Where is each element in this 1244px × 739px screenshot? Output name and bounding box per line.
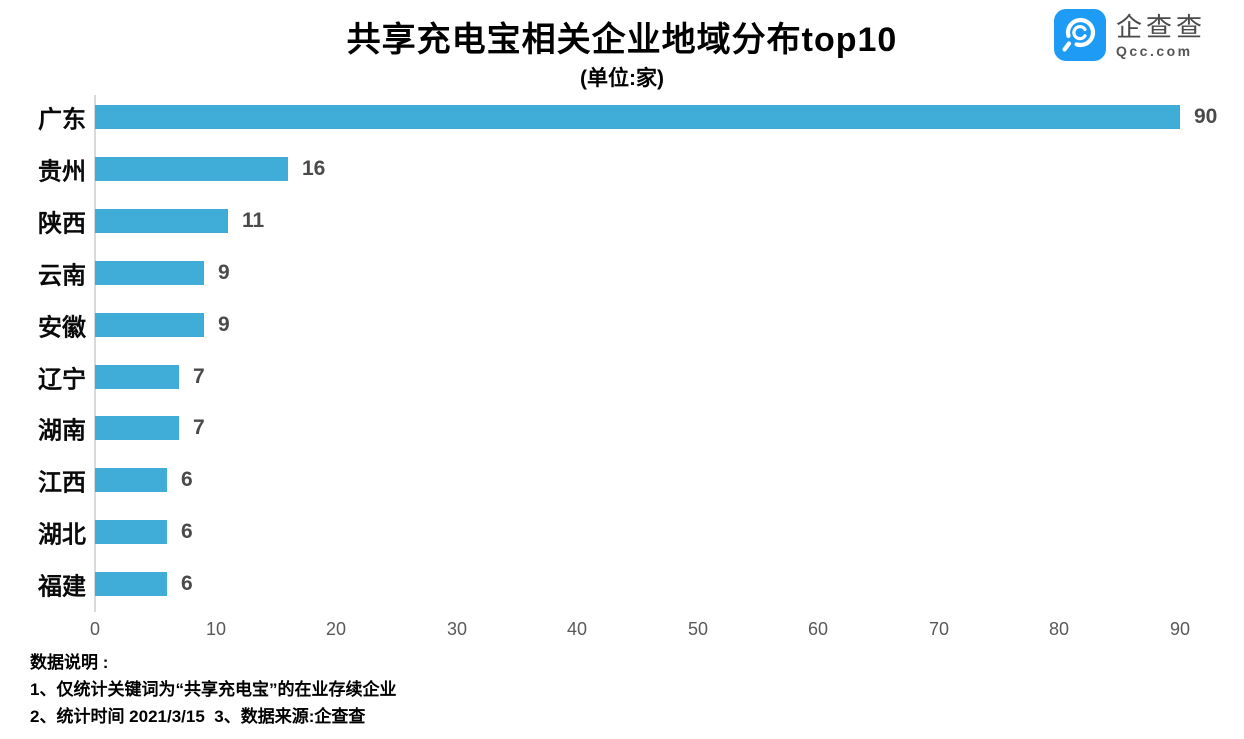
bar-row: 福建 6 (0, 558, 1244, 610)
qcc-logo: 企查查 Qcc.com (1053, 9, 1206, 61)
x-tick-label: 80 (1048, 619, 1070, 639)
x-tick-label: 90 (1169, 619, 1191, 639)
bar-row: 云南 9 (0, 247, 1244, 299)
y-axis-line (94, 95, 96, 612)
qcc-logo-domain: Qcc.com (1115, 42, 1193, 59)
x-tick-label: 40 (566, 619, 588, 639)
value-label: 6 (181, 468, 193, 491)
category-label: 云南 (38, 262, 86, 290)
x-tick-label: 70 (928, 619, 950, 639)
qcc-magnifier-icon (1053, 9, 1106, 61)
x-tick-label: 10 (205, 619, 227, 639)
x-tick-label: 60 (807, 619, 829, 639)
bar-row: 广东 90 (0, 91, 1244, 143)
bar-row: 湖南 7 (0, 402, 1244, 454)
value-label: 9 (218, 313, 230, 336)
footer-line: 1、仅统计关键词为“共享充电宝”的在业存续企业 (30, 680, 397, 699)
bar-row: 贵州 16 (0, 143, 1244, 195)
plot-area: 广东 90 贵州 16 陕西 11 云南 9 安徽 9 辽宁 7 湖南 7 江西 6 湖北 6 福建 6 (0, 91, 1244, 615)
footer-line: 2、统计时间 2021/3/15 3、数据来源:企查查 (30, 707, 366, 726)
value-label: 7 (193, 365, 205, 388)
x-tick-label: 50 (687, 619, 709, 639)
bar (95, 572, 167, 596)
bar (95, 261, 204, 285)
category-label: 江西 (38, 469, 86, 497)
bar (95, 365, 179, 389)
x-tick-label: 20 (325, 619, 347, 639)
category-label: 福建 (38, 573, 86, 601)
qcc-logo-text: 企查查 Qcc.com (1116, 12, 1206, 59)
value-label: 9 (218, 261, 230, 284)
bar-row: 安徽 9 (0, 299, 1244, 351)
category-label: 陕西 (38, 210, 86, 238)
category-label: 安徽 (38, 314, 86, 342)
footer-notes: 数据说明 : 1、仅统计关键词为“共享充电宝”的在业存续企业 2、统计时间 20… (30, 649, 396, 730)
bar (95, 520, 167, 544)
chart-subtitle: (单位:家) (580, 67, 664, 90)
qcc-logo-name: 企查查 (1115, 11, 1206, 42)
bar (95, 416, 179, 440)
bar (95, 313, 204, 337)
chart-title: 共享充电宝相关企业地域分布top10 (346, 21, 898, 59)
value-label: 16 (302, 157, 326, 180)
category-label: 广东 (38, 106, 86, 134)
category-label: 贵州 (38, 158, 86, 186)
value-label: 6 (181, 520, 193, 543)
bar-row: 陕西 11 (0, 195, 1244, 247)
x-axis-ticks: 0 10 20 30 40 50 60 70 80 90 (0, 619, 1244, 645)
x-tick-label: 0 (89, 619, 100, 639)
value-label: 6 (181, 572, 193, 595)
bar-row: 辽宁 7 (0, 351, 1244, 403)
bar (95, 105, 1180, 129)
bar-row: 江西 6 (0, 454, 1244, 506)
category-label: 辽宁 (38, 366, 86, 394)
category-label: 湖南 (38, 417, 86, 445)
bar (95, 468, 167, 492)
bar (95, 157, 288, 181)
value-label: 90 (1194, 105, 1218, 128)
value-label: 7 (193, 416, 205, 439)
footer-line: 数据说明 : (30, 653, 109, 672)
x-tick-label: 30 (446, 619, 468, 639)
category-label: 湖北 (38, 521, 86, 549)
value-label: 11 (242, 209, 265, 232)
bar (95, 209, 228, 233)
bar-row: 湖北 6 (0, 506, 1244, 558)
